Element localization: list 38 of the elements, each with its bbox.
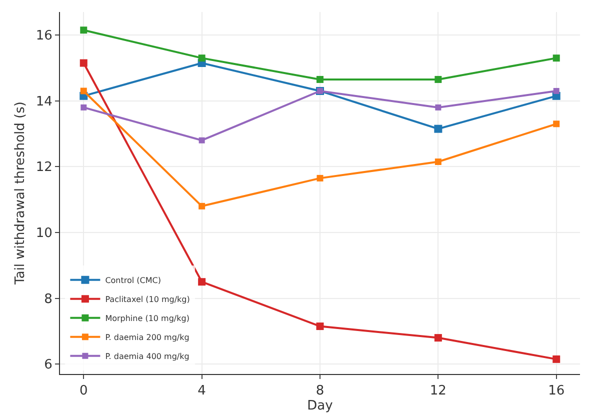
- x-tick-label: 8: [316, 384, 324, 399]
- x-tick-label: 16: [548, 384, 565, 399]
- point: [434, 158, 442, 165]
- legend-label: Control (CMC): [105, 276, 161, 285]
- point: [198, 54, 206, 62]
- y-tick-label: 8: [44, 292, 52, 307]
- y-tick-label: 16: [36, 28, 52, 44]
- point: [553, 120, 560, 128]
- point: [553, 88, 560, 94]
- y-tick-label: 10: [36, 226, 52, 242]
- legend-label: Morphine (10 mg/kg): [105, 314, 190, 323]
- point: [80, 59, 88, 67]
- point: [198, 137, 205, 144]
- point: [552, 54, 560, 62]
- x-axis-title: Day: [307, 398, 334, 414]
- x-tick-label: 0: [80, 384, 88, 399]
- y-tick-label: 12: [36, 160, 52, 176]
- legend-label: P. daemia 400 mg/kg: [105, 352, 190, 361]
- y-axis-title: Tail withdrawal threshold (s): [13, 102, 28, 286]
- point: [80, 26, 88, 34]
- point: [316, 76, 324, 83]
- point: [316, 322, 324, 330]
- point: [434, 334, 442, 342]
- point: [434, 124, 442, 133]
- point: [80, 104, 87, 110]
- legend-label: Paclitaxel (10 mg/kg): [105, 295, 190, 304]
- x-tick-label: 4: [198, 384, 206, 399]
- point: [552, 355, 560, 363]
- x-tick-label: 12: [430, 384, 446, 399]
- y-tick-label: 6: [44, 358, 52, 373]
- point: [80, 88, 87, 94]
- point: [435, 104, 442, 110]
- point: [198, 278, 206, 286]
- point: [434, 76, 442, 83]
- point: [198, 202, 206, 210]
- point: [316, 174, 324, 182]
- legend-label: P. daemia 200 mg/kg: [105, 333, 190, 342]
- y-tick-label: 14: [36, 94, 52, 110]
